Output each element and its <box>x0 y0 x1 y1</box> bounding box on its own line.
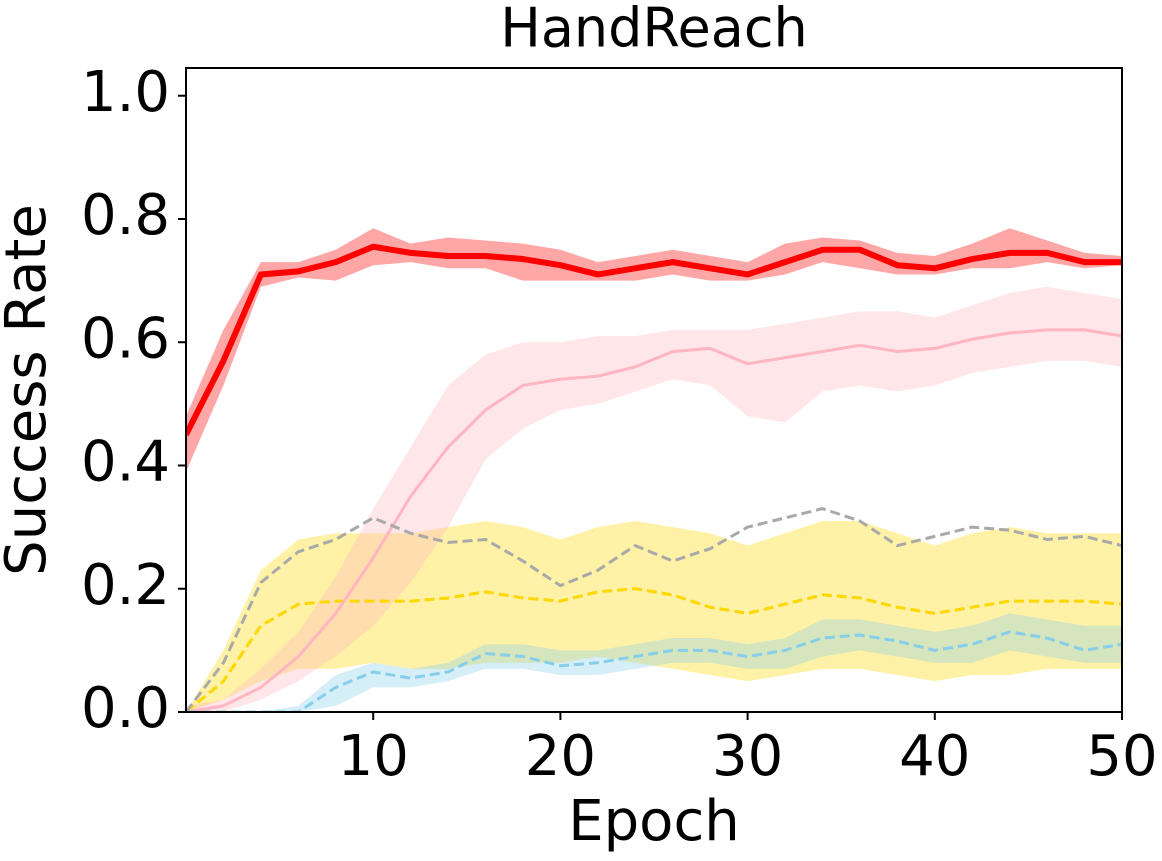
series-line <box>186 587 1122 712</box>
y-tick-label: 0.6 <box>81 306 170 371</box>
series-line <box>186 243 1122 437</box>
series-line <box>186 328 1122 712</box>
x-tick-label: 40 <box>899 724 970 789</box>
confidence-band <box>186 286 1122 712</box>
y-tick-label: 0.0 <box>81 676 170 741</box>
x-tick-label: 10 <box>338 724 409 789</box>
chart-title: HandReach <box>500 0 808 60</box>
y-tick-label: 1.0 <box>81 60 170 125</box>
x-axis-label: Epoch <box>568 789 739 854</box>
x-tick-label: 30 <box>712 724 783 789</box>
y-axis-label: Success Rate <box>0 204 59 576</box>
x-tick-label: 20 <box>525 724 596 789</box>
y-tick-label: 0.2 <box>81 553 170 618</box>
confidence-band <box>186 613 1122 712</box>
confidence-band <box>186 520 1122 712</box>
plot-frame <box>185 67 1123 713</box>
y-tick-label: 0.4 <box>81 430 170 495</box>
series-line <box>186 507 1122 712</box>
series-line <box>186 630 1122 712</box>
y-tick-label: 0.8 <box>81 183 170 248</box>
x-tick-label: 50 <box>1086 724 1157 789</box>
